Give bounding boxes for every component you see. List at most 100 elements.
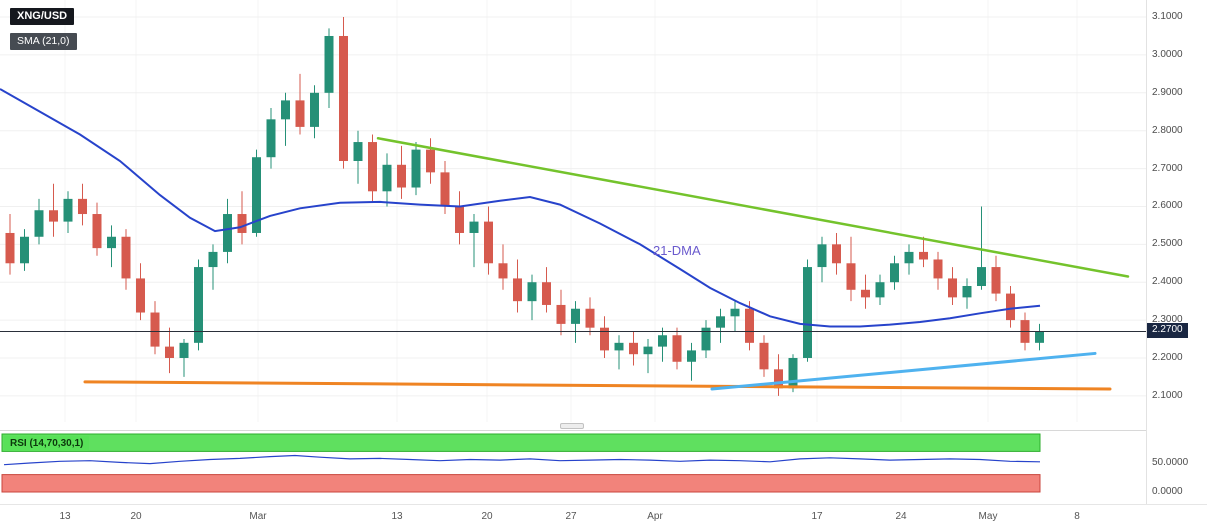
- time-axis-label: 8: [1074, 511, 1080, 522]
- candle-up: [701, 320, 711, 358]
- price-chart-svg[interactable]: [0, 0, 1146, 422]
- candle-down: [455, 191, 464, 245]
- candle-up: [803, 259, 812, 362]
- time-axis-label: Mar: [249, 511, 267, 522]
- candle-up: [977, 206, 986, 290]
- candle-up: [571, 301, 580, 343]
- candle-down: [426, 138, 435, 184]
- descending-resistance-trendline: [376, 137, 1130, 278]
- candle-down: [556, 289, 566, 336]
- time-axis-label: Apr: [647, 511, 663, 522]
- candle-down: [774, 354, 783, 396]
- candle-down: [629, 331, 638, 366]
- price-axis-label: 2.4000: [1152, 276, 1183, 287]
- candle-up: [411, 142, 421, 196]
- candle-down: [484, 206, 493, 275]
- candle-up: [266, 107, 276, 169]
- candle-up: [658, 327, 667, 362]
- candle-down: [745, 301, 754, 351]
- candle-up: [353, 130, 363, 184]
- candle-up: [643, 339, 653, 374]
- candle-up: [208, 244, 218, 290]
- candle-down: [397, 145, 406, 199]
- price-axis-label: 2.9000: [1152, 87, 1183, 98]
- candle-down: [832, 232, 841, 275]
- rsi-axis-label: 50.0000: [1152, 457, 1189, 468]
- candle-down: [121, 229, 131, 290]
- sma-indicator-badge[interactable]: SMA (21,0): [10, 33, 77, 50]
- candle-down: [92, 202, 102, 256]
- candle-up: [716, 308, 725, 343]
- candle-down: [672, 327, 682, 370]
- candle-down: [542, 267, 551, 313]
- candle-down: [948, 267, 957, 305]
- candle-up: [324, 28, 334, 108]
- time-axis-label: 24: [895, 511, 907, 522]
- symbol-badge[interactable]: XNG/USD: [10, 8, 75, 25]
- candle-down: [339, 17, 348, 169]
- time-axis-label: 13: [59, 511, 71, 522]
- horizontal-support-trendline: [83, 380, 1112, 391]
- candle-up: [281, 92, 290, 146]
- candle-up: [34, 198, 44, 245]
- candle-down: [5, 214, 15, 275]
- candle-down: [1006, 286, 1015, 328]
- price-chart-panel[interactable]: [0, 0, 1146, 422]
- price-axis-label: 2.5000: [1152, 238, 1183, 249]
- rsi-indicator-badge[interactable]: RSI (14,70,30,1): [4, 436, 90, 451]
- candle-up: [687, 342, 696, 381]
- rsi-overbought-band: [1, 433, 1041, 452]
- time-axis-label: 17: [811, 511, 823, 522]
- candle-down: [78, 183, 87, 226]
- time-axis-label: 13: [391, 511, 403, 522]
- candle-up: [875, 274, 885, 305]
- candle-down: [136, 263, 145, 321]
- candle-up: [20, 229, 29, 271]
- price-axis-label: 2.7000: [1152, 163, 1183, 174]
- panel-resize-handle[interactable]: [560, 423, 584, 429]
- candle-up: [382, 153, 392, 207]
- candle-up: [730, 301, 740, 332]
- candle-up: [63, 191, 73, 233]
- price-axis-label: 2.1000: [1152, 390, 1183, 401]
- candle-up: [252, 149, 261, 237]
- candle-up: [962, 278, 972, 309]
- time-axis[interactable]: 13 20 Mar 13 20 27 Apr 17 24 May 8: [0, 504, 1207, 526]
- candle-up: [904, 244, 914, 275]
- candle-down: [498, 244, 508, 290]
- candle-up: [890, 255, 899, 290]
- time-axis-label: 20: [130, 511, 142, 522]
- candle-down: [846, 236, 856, 302]
- candle-down: [933, 251, 943, 290]
- candle-up: [1035, 323, 1044, 351]
- sma-annotation-label: 21-DMA: [653, 243, 701, 258]
- candle-up: [817, 236, 827, 283]
- rsi-panel[interactable]: [0, 430, 1146, 504]
- candle-down: [585, 297, 595, 336]
- price-axis-label: 3.0000: [1152, 49, 1183, 60]
- candle-up: [107, 225, 116, 268]
- candle-down: [295, 73, 305, 135]
- time-axis-label: May: [978, 511, 998, 522]
- price-axis[interactable]: 3.1000 3.0000 2.9000 2.8000 2.7000 2.6000 2.50…: [1146, 0, 1207, 504]
- panel-separator: [0, 422, 1146, 431]
- time-axis-label: 20: [481, 511, 493, 522]
- price-axis-label: 2.2000: [1152, 352, 1183, 363]
- rsi-svg[interactable]: [0, 430, 1146, 504]
- candle-down: [600, 316, 609, 358]
- ascending-support-trendline: [710, 351, 1097, 391]
- candle-up: [194, 259, 203, 351]
- sma-line: [0, 88, 1041, 328]
- candle-down: [861, 274, 870, 309]
- candle-up: [310, 85, 319, 139]
- candle-down: [368, 134, 377, 203]
- candle-down: [759, 335, 769, 377]
- candle-up: [179, 339, 189, 377]
- candle-down: [49, 183, 58, 237]
- candle-up: [527, 274, 537, 321]
- price-axis-label: 2.6000: [1152, 200, 1183, 211]
- candle-up: [469, 214, 479, 268]
- candle-up: [223, 198, 232, 264]
- rsi-axis-label: 0.0000: [1152, 486, 1183, 497]
